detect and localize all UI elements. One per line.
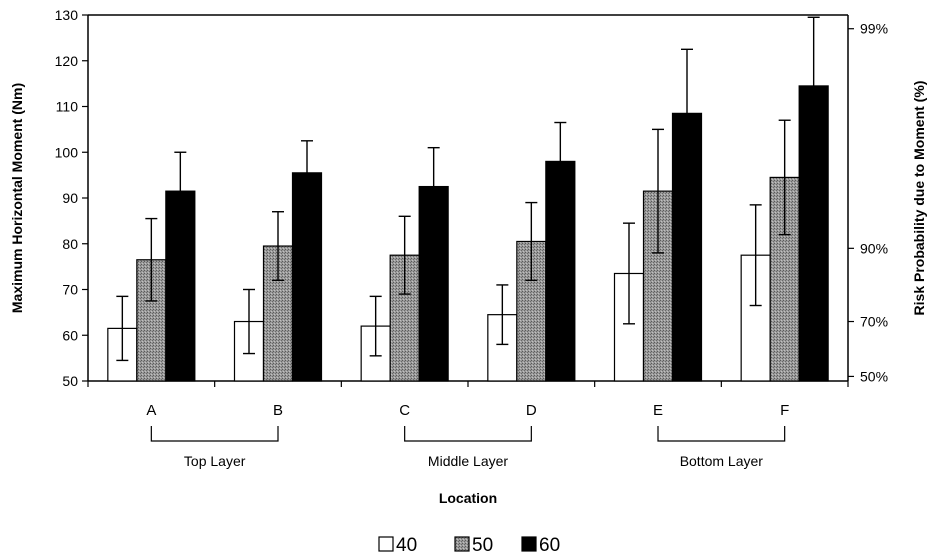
x-axis-title: Location xyxy=(439,490,497,506)
legend-label-60: 60 xyxy=(539,535,560,556)
group-label: Middle Layer xyxy=(428,453,508,469)
y-tick-label: 120 xyxy=(55,53,79,69)
y-tick-label: 110 xyxy=(56,99,79,115)
legend: 40 50 60 xyxy=(378,535,560,556)
group-label: Top Layer xyxy=(184,453,246,469)
plot-area xyxy=(87,14,849,382)
error-bars xyxy=(116,16,820,362)
category-label-d: D xyxy=(526,402,537,419)
y2-tick-label: 90% xyxy=(860,240,888,256)
y-tick-label: 100 xyxy=(55,144,79,160)
legend-swatch-40 xyxy=(378,536,394,552)
legend-label-40: 40 xyxy=(396,535,417,556)
category-label-e: E xyxy=(653,402,663,419)
y2-axis-title: Risk Probability due to Moment (%) xyxy=(911,81,927,316)
group-brackets: Top Layer Middle Layer Bottom Layer xyxy=(150,426,786,469)
y-tick-label: 70 xyxy=(62,282,78,298)
y2-tick-label: 70% xyxy=(860,314,888,330)
category-label-f: F xyxy=(780,402,789,419)
y-tick-label: 50 xyxy=(62,373,78,389)
y-tick-label: 80 xyxy=(62,236,78,252)
category-label-a: A xyxy=(146,402,156,419)
group-bracket xyxy=(404,426,532,442)
category-label-c: C xyxy=(399,402,410,419)
category-label-b: B xyxy=(273,402,283,419)
bars xyxy=(107,85,829,382)
legend-swatch-50 xyxy=(454,536,470,552)
y2-axis-ticks: 50% 70% 90% 99% xyxy=(848,21,888,384)
y-axis-title: Maximum Horizontal Moment (Nm) xyxy=(9,83,25,313)
x-axis-ticks xyxy=(87,381,849,387)
y-axis-ticks: 50 60 70 80 90 100 110 120 130 xyxy=(55,7,88,389)
y-tick-label: 60 xyxy=(62,327,78,343)
group-label: Bottom Layer xyxy=(680,453,764,469)
y-tick-label: 90 xyxy=(62,190,78,206)
y-tick-label: 130 xyxy=(55,7,79,23)
legend-swatch-60 xyxy=(521,536,537,552)
category-labels: A B C D E F xyxy=(146,402,789,419)
group-bracket xyxy=(150,426,279,442)
y2-tick-label: 50% xyxy=(860,368,888,384)
legend-label-50: 50 xyxy=(472,535,493,556)
y2-tick-label: 99% xyxy=(860,21,888,37)
group-bracket xyxy=(657,426,786,442)
